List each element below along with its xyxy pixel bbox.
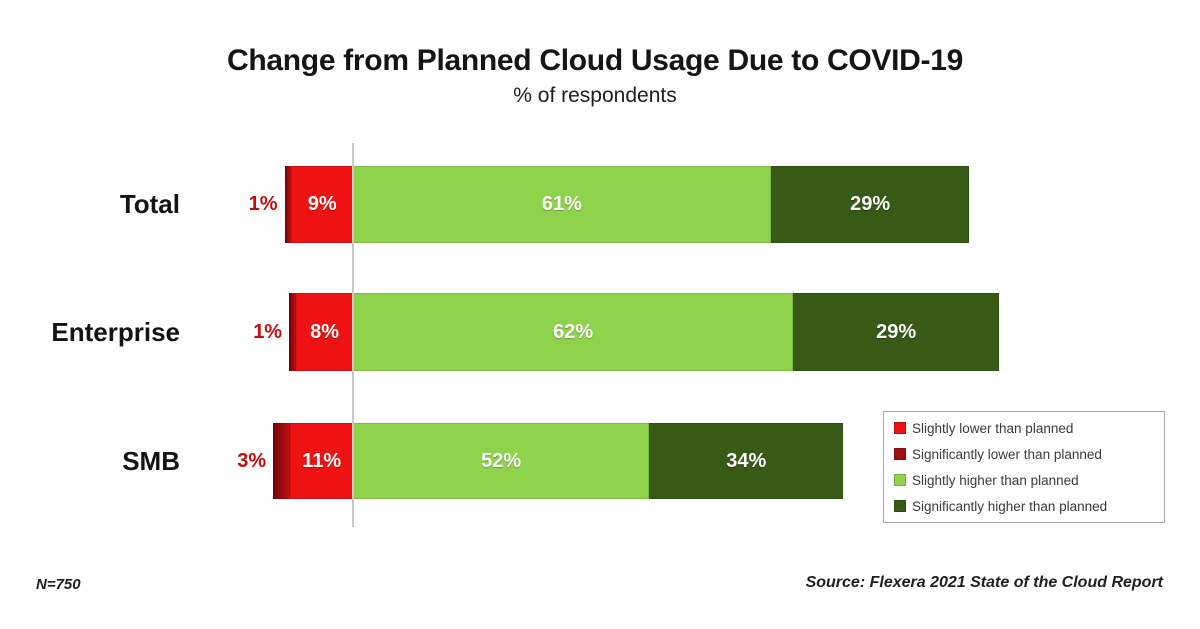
sample-size-note: N=750	[36, 576, 81, 593]
bar-segment	[289, 293, 297, 371]
axis-zero-line	[352, 143, 354, 527]
bar-segment-label: 52%	[481, 449, 522, 472]
legend-item-label: Slightly higher than planned	[912, 472, 1079, 488]
category-label: Enterprise	[51, 317, 180, 347]
outside-value-label: 1%	[248, 193, 278, 215]
legend-item-label: Significantly higher than planned	[912, 498, 1108, 514]
bar-segment: 34%	[649, 423, 844, 499]
legend-item: Significantly lower than planned	[894, 441, 1164, 467]
legend-item-label: Significantly lower than planned	[912, 446, 1102, 462]
category-label: Total	[119, 189, 180, 219]
bar-segment: 9%	[291, 166, 353, 243]
bar-segment-label: 61%	[541, 193, 582, 215]
bar-segment: 52%	[353, 423, 650, 499]
bar-segment-label: 62%	[553, 320, 594, 343]
bar-segment: 11%	[290, 423, 353, 499]
bar-segment: 29%	[793, 293, 1000, 371]
source-note: Source: Flexera 2021 State of the Cloud …	[805, 574, 1163, 591]
legend-items: Slightly lower than planned Significantly…	[894, 415, 1164, 519]
legend-item: Slightly lower than planned	[894, 415, 1164, 441]
bar-segment-label: 8%	[310, 320, 340, 343]
outside-value-label: 1%	[253, 321, 283, 343]
legend-swatch-icon	[894, 448, 906, 460]
chart-title: Change from Planned Cloud Usage Due to C…	[227, 44, 963, 77]
legend-swatch-icon	[894, 500, 906, 512]
legend-item: Slightly higher than planned	[894, 467, 1164, 493]
bar-segment-label: 11%	[302, 449, 342, 472]
outside-value-label: 3%	[237, 450, 267, 472]
bar-segment-label: 29%	[876, 320, 917, 343]
chart-subtitle: % of respondents	[513, 84, 677, 107]
bar-segment: 29%	[770, 166, 970, 243]
legend-item: Significantly higher than planned	[894, 493, 1164, 519]
bar-segment: 62%	[353, 293, 794, 371]
bar-segment-label: 29%	[850, 193, 891, 215]
legend-swatch-icon	[894, 474, 906, 486]
category-label: SMB	[122, 446, 180, 476]
bar-segment-label: 9%	[307, 193, 337, 215]
bar-segment-label: 34%	[726, 449, 767, 472]
bar-segment: 8%	[296, 293, 353, 371]
bar-segment	[284, 166, 292, 243]
legend: Slightly lower than planned Significantly…	[883, 411, 1165, 523]
legend-item-label: Slightly lower than planned	[912, 420, 1074, 436]
legend-swatch-icon	[894, 422, 906, 434]
bar-segment	[273, 423, 291, 499]
bar-segment: 61%	[353, 166, 771, 243]
